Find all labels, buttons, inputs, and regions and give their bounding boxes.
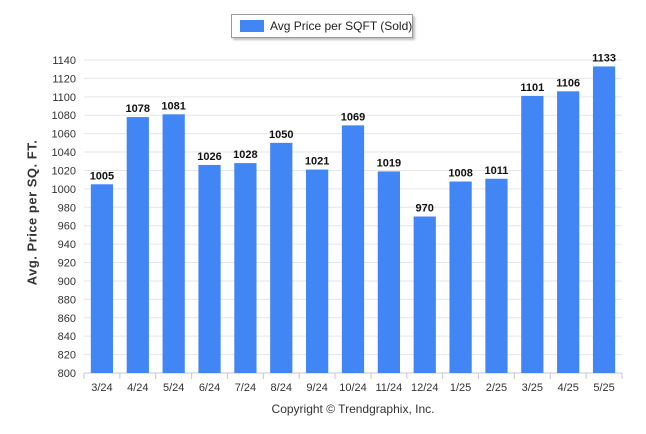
bar — [521, 95, 544, 373]
y-tick-label: 840 — [58, 331, 76, 343]
data-label: 1050 — [269, 129, 293, 141]
y-tick-label: 1120 — [52, 73, 76, 85]
y-tick-label: 1060 — [52, 129, 76, 141]
bar — [485, 178, 508, 373]
bar — [449, 181, 472, 373]
data-label: 1106 — [556, 77, 580, 89]
data-label: 1021 — [305, 156, 329, 168]
data-label: 1019 — [377, 157, 401, 169]
x-tick-label: 11/24 — [376, 382, 403, 394]
bar — [377, 171, 400, 373]
y-tick-label: 900 — [58, 276, 76, 288]
x-tick-label: 12/24 — [411, 382, 439, 394]
x-tick-label: 1/25 — [450, 382, 471, 394]
y-tick-label: 1080 — [52, 110, 76, 122]
data-label: 1026 — [197, 151, 221, 163]
x-tick-label: 4/25 — [557, 382, 578, 394]
bar — [341, 125, 365, 374]
data-label: 1011 — [485, 165, 509, 177]
data-label: 1133 — [592, 52, 616, 64]
y-tick-label: 1100 — [52, 92, 76, 104]
y-tick-label: 960 — [58, 221, 76, 233]
bar — [198, 164, 221, 373]
data-label: 1008 — [448, 168, 472, 180]
x-tick-label: 4/24 — [127, 382, 148, 394]
x-tick-label: 3/25 — [522, 382, 543, 394]
x-tick-label: 2/25 — [486, 382, 507, 394]
x-tick-label: 6/24 — [199, 382, 220, 394]
legend-label: Avg Price per SQFT (Sold) — [270, 19, 413, 33]
chart-legend: Avg Price per SQFT (Sold) — [231, 14, 413, 38]
data-label: 970 — [416, 203, 434, 215]
legend-swatch — [240, 20, 264, 32]
data-label: 1101 — [520, 82, 544, 94]
x-tick-label: 9/24 — [306, 382, 327, 394]
y-tick-label: 1000 — [52, 184, 76, 196]
bar — [557, 91, 580, 374]
bar — [413, 216, 436, 373]
y-tick-label: 920 — [58, 258, 76, 270]
y-tick-label: 980 — [58, 202, 76, 214]
bar — [306, 169, 329, 373]
x-tick-label: 3/24 — [91, 382, 112, 394]
y-tick-label: 820 — [58, 350, 76, 362]
x-tick-label: 8/24 — [271, 382, 292, 394]
y-tick-label: 880 — [58, 294, 76, 306]
data-label: 1081 — [161, 100, 185, 112]
copyright-text: Copyright © Trendgraphix, Inc. — [271, 402, 435, 416]
bar — [126, 117, 149, 373]
y-tick-label: 1140 — [52, 55, 76, 67]
x-tick-label: 10/24 — [339, 382, 367, 394]
data-label: 1069 — [341, 111, 365, 123]
bar — [270, 142, 293, 373]
y-tick-label: 860 — [58, 313, 76, 325]
x-tick-label: 5/24 — [163, 382, 184, 394]
x-tick-label: 7/24 — [235, 382, 256, 394]
y-tick-label: 940 — [58, 239, 76, 251]
bar — [592, 66, 616, 373]
data-label: 1005 — [90, 170, 114, 182]
y-tick-label: 1020 — [52, 165, 76, 177]
bar — [162, 114, 185, 374]
x-tick-label: 5/25 — [593, 382, 614, 394]
data-label: 1078 — [126, 103, 150, 115]
data-label: 1028 — [233, 149, 257, 161]
y-tick-label: 1040 — [52, 147, 76, 159]
bar — [90, 184, 114, 373]
bar — [234, 163, 257, 373]
y-tick-label: 800 — [58, 368, 76, 380]
